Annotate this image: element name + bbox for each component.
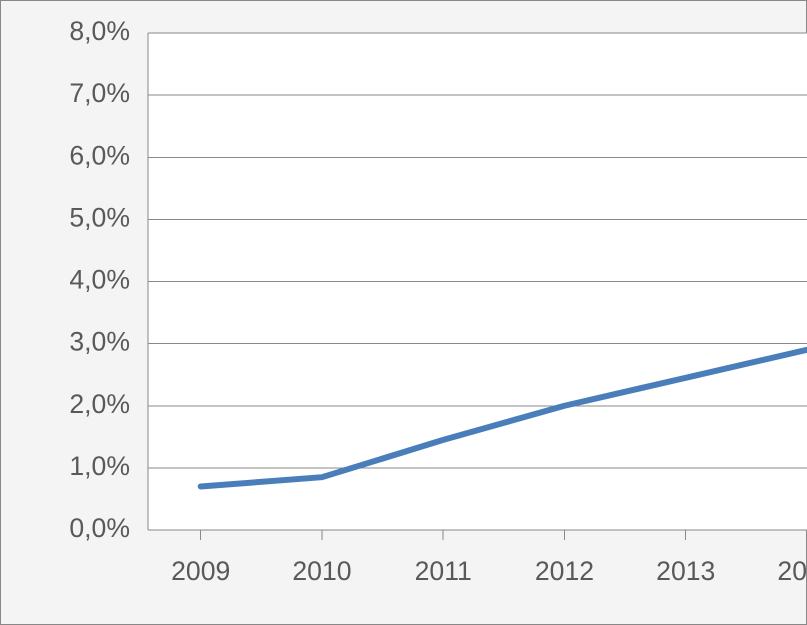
y-tick-label: 8,0% bbox=[69, 16, 130, 46]
x-tick-label: 2010 bbox=[292, 556, 351, 586]
x-tick-label: 2013 bbox=[656, 556, 715, 586]
y-tick-label: 3,0% bbox=[69, 327, 130, 357]
x-tick-label: 2011 bbox=[415, 556, 472, 586]
y-tick-label: 1,0% bbox=[69, 451, 130, 481]
x-tick-label: 2014 bbox=[777, 556, 807, 586]
y-tick-label: 6,0% bbox=[69, 140, 130, 170]
y-tick-label: 7,0% bbox=[69, 78, 130, 108]
x-tick-label: 2012 bbox=[535, 556, 594, 586]
y-tick-label: 5,0% bbox=[69, 202, 130, 232]
y-tick-label: 4,0% bbox=[69, 265, 130, 295]
y-tick-label: 0,0% bbox=[69, 513, 130, 543]
line-chart: 0,0% 1,0% 2,0% 3,0% 4,0% 5,0% 6,0% 7,0% 8,0% 2009… bbox=[0, 0, 807, 625]
y-tick-label: 2,0% bbox=[69, 389, 130, 419]
chart-container: 0,0% 1,0% 2,0% 3,0% 4,0% 5,0% 6,0% 7,0% 8,0% 2009… bbox=[0, 0, 807, 625]
x-tick-label: 2009 bbox=[171, 556, 230, 586]
